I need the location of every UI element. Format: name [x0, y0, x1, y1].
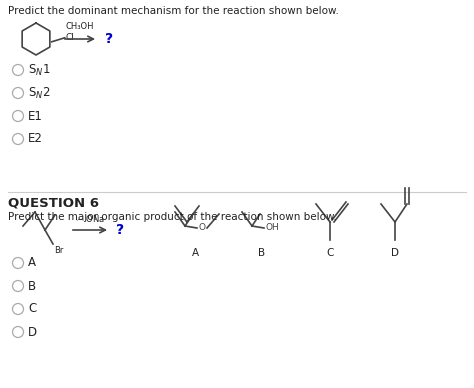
Text: ?: ?: [116, 223, 124, 237]
Text: C: C: [326, 248, 334, 258]
Text: O: O: [199, 223, 206, 232]
Text: D: D: [391, 248, 399, 258]
Text: CH₃OH: CH₃OH: [66, 22, 94, 31]
Text: $\frown$ONa: $\frown$ONa: [74, 213, 106, 224]
Text: A: A: [191, 248, 199, 258]
Text: S$_N$2: S$_N$2: [28, 85, 50, 100]
Text: C: C: [28, 303, 36, 315]
Text: Br: Br: [54, 246, 64, 255]
Text: S$_N$1: S$_N$1: [28, 62, 50, 78]
Text: OH: OH: [266, 222, 280, 232]
Text: QUESTION 6: QUESTION 6: [8, 196, 99, 209]
Text: B: B: [258, 248, 265, 258]
Text: E1: E1: [28, 109, 43, 123]
Text: Predict the dominant mechanism for the reaction shown below.: Predict the dominant mechanism for the r…: [8, 6, 339, 16]
Text: A: A: [28, 256, 36, 270]
Text: Predict the major organic product of the reaction shown below.: Predict the major organic product of the…: [8, 212, 337, 222]
Text: B: B: [28, 279, 36, 293]
Text: E2: E2: [28, 132, 43, 146]
Text: Cl: Cl: [66, 33, 74, 42]
Text: ?: ?: [105, 32, 113, 46]
Text: D: D: [28, 326, 37, 338]
